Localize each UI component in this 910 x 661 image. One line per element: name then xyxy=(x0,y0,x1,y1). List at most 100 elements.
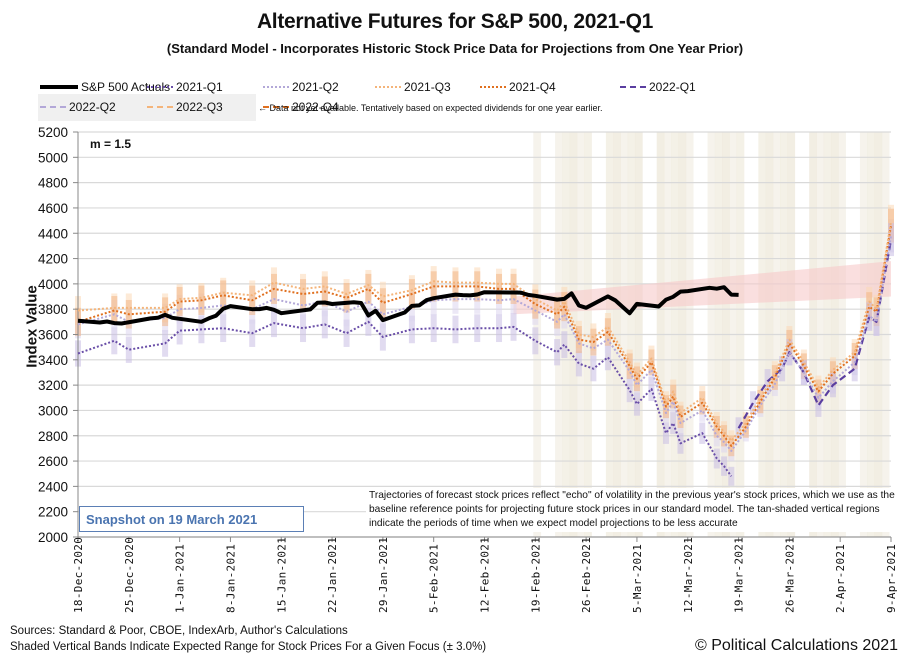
chart-title: Alternative Futures for S&P 500, 2021-Q1 xyxy=(256,10,654,33)
range-bar xyxy=(888,223,894,257)
range-bar xyxy=(220,314,227,343)
x-tick-label: 19-Mar-2021 xyxy=(733,537,746,613)
legend-label: 2022-Q1 xyxy=(649,80,696,94)
legend-label: 2021-Q2 xyxy=(292,80,339,94)
y-tick-label: 3800 xyxy=(38,302,68,317)
legend-swatch xyxy=(263,86,289,88)
series-line-2022-q1 xyxy=(737,239,893,429)
range-bar xyxy=(750,391,757,415)
range-bar xyxy=(575,350,582,377)
range-bar xyxy=(220,280,227,311)
legend-item: 2022-Q1 xyxy=(620,80,696,94)
range-bar xyxy=(554,299,561,329)
y-tick-label: 3000 xyxy=(38,403,68,418)
range-bar xyxy=(670,412,677,435)
legend-label: 2022-Q4 xyxy=(292,100,339,114)
range-bar xyxy=(111,296,118,325)
y-tick-label: 4200 xyxy=(38,252,68,267)
legend-swatch xyxy=(620,86,646,88)
range-bar xyxy=(851,356,858,382)
snapshot-label: Snapshot on 19 March 2021 xyxy=(79,506,304,532)
range-bar xyxy=(771,365,778,390)
x-tick-label: 12-Mar-2021 xyxy=(682,537,695,613)
range-bar xyxy=(379,288,386,318)
x-tick-label: 29-Jan-2021 xyxy=(377,537,390,613)
range-bar xyxy=(343,319,350,347)
x-tick-label: 26-Feb-2021 xyxy=(580,537,593,613)
y-tick-label: 2600 xyxy=(38,454,68,469)
y-axis-label: Index Value xyxy=(23,285,41,368)
range-bar xyxy=(176,286,183,317)
legend-swatch xyxy=(147,106,173,108)
range-bar xyxy=(851,342,858,370)
y-tick-label: 4800 xyxy=(38,176,68,191)
y-tick-label: 3400 xyxy=(38,353,68,368)
legend-swatch xyxy=(40,85,78,89)
legend-label: S&P 500 Actuals xyxy=(81,80,171,94)
legend-item: 2022-Q3 xyxy=(147,100,223,114)
range-bar xyxy=(677,405,684,428)
range-bar xyxy=(300,279,307,309)
x-tick-label: 1-Jan-2021 xyxy=(174,544,187,613)
x-tick-label: 5-Feb-2021 xyxy=(428,544,441,613)
y-tick-label: 2200 xyxy=(38,505,68,520)
x-tick-label: 15-Jan-2021 xyxy=(275,537,288,613)
range-bar xyxy=(554,339,561,366)
legend-swatch xyxy=(375,86,401,88)
legend-item: 2022-Q2 xyxy=(40,100,116,114)
y-tick-label: 5200 xyxy=(38,125,68,140)
x-tick-label: 8-Jan-2021 xyxy=(224,544,237,613)
legend-swatch xyxy=(147,86,173,88)
y-tick-label: 4600 xyxy=(38,201,68,216)
legend-item: 2021-Q3 xyxy=(375,80,451,94)
legend-item: 2021-Q4 xyxy=(480,80,556,94)
legend-item: 2021-Q1 xyxy=(147,80,223,94)
legend-label: 2022-Q2 xyxy=(69,100,116,114)
legend-item: 2022-Q4 xyxy=(263,100,339,114)
range-bar xyxy=(452,271,459,302)
legend-item: 2021-Q2 xyxy=(263,80,339,94)
x-tick-label: 25-Dec-2020 xyxy=(123,537,136,613)
legend-label: 2022-Q3 xyxy=(176,100,223,114)
legend-swatch xyxy=(480,86,506,88)
y-tick-label: 2800 xyxy=(38,429,68,444)
range-bar xyxy=(496,314,503,343)
range-bar xyxy=(662,422,669,444)
legend-label: 2021-Q4 xyxy=(509,80,556,94)
legend-swatch xyxy=(263,106,289,108)
legend-note: ← Data not yet available. Tentatively ba… xyxy=(258,103,603,113)
x-tick-label: 22-Jan-2021 xyxy=(326,537,339,613)
x-tick-label: 5-Mar-2021 xyxy=(631,544,644,613)
y-tick-label: 4400 xyxy=(38,226,68,241)
sources-footer: Sources: Standard & Poor, CBOE, IndexArb… xyxy=(10,623,486,655)
x-tick-label: 26-Mar-2021 xyxy=(783,537,796,613)
series-line-2021-q1 xyxy=(77,320,733,477)
range-bar xyxy=(670,384,677,409)
x-tick-label: 2-Apr-2021 xyxy=(834,544,847,613)
bands-text: Shaded Vertical Bands Indicate Expected … xyxy=(10,641,487,653)
legend-label: 2021-Q1 xyxy=(176,80,223,94)
range-bar xyxy=(561,331,568,358)
y-tick-label: 4000 xyxy=(38,277,68,292)
series-line-s-p-500-actuals xyxy=(77,285,739,326)
range-bar xyxy=(532,327,539,355)
range-bar xyxy=(125,336,132,363)
x-tick-label: 19-Feb-2021 xyxy=(529,537,542,613)
range-bar xyxy=(452,315,459,344)
y-tick-label: 2000 xyxy=(38,530,68,545)
range-bar xyxy=(365,273,372,304)
range-bar xyxy=(815,393,822,417)
range-bar xyxy=(633,392,640,416)
legend-item: S&P 500 Actuals xyxy=(40,80,170,94)
legend-swatch xyxy=(40,106,66,108)
y-tick-label: 3200 xyxy=(38,378,68,393)
range-bar xyxy=(626,353,633,379)
chart-subtitle: (Standard Model - Incorporates Historic … xyxy=(166,41,744,56)
legend-label: 2021-Q3 xyxy=(404,80,451,94)
range-bar xyxy=(176,316,183,345)
range-bar xyxy=(757,389,764,414)
x-tick-label: 9-Apr-2021 xyxy=(885,544,898,613)
x-tick-label: 18-Dec-2020 xyxy=(72,537,85,613)
range-bar xyxy=(532,289,539,319)
